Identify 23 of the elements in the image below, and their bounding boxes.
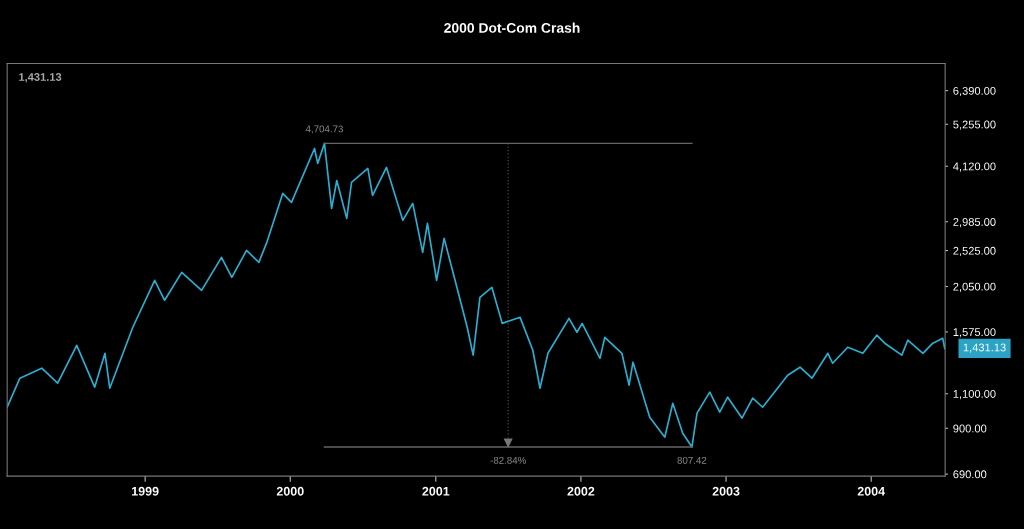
- y-tick-label: 1,100.00: [953, 390, 996, 400]
- y-tick-label: 2,985.00: [953, 218, 996, 228]
- y-tick-label: 6,390.00: [953, 86, 996, 97]
- annotation: 807.42: [677, 456, 707, 464]
- x-tick-label: 2002: [567, 486, 595, 496]
- y-tick-label: 690.00: [953, 470, 987, 479]
- annotation: 4,704.73: [305, 125, 343, 134]
- x-tick-label: 2000: [276, 486, 304, 496]
- x-tick-label: 1999: [132, 486, 159, 496]
- annotation: 1,431.13: [963, 343, 1006, 353]
- x-tick-label: 2004: [857, 486, 886, 496]
- annotation: 1,431.13: [19, 73, 62, 83]
- y-tick-label: 900.00: [953, 424, 987, 433]
- y-tick-label: 5,255.00: [953, 120, 996, 130]
- x-tick-label: 2003: [712, 486, 740, 496]
- y-tick-label: 4,120.00: [953, 162, 996, 172]
- y-tick-label: 1,575.00: [953, 328, 996, 338]
- annotation: -82.84%: [490, 456, 526, 464]
- x-tick-label: 2001: [422, 486, 450, 496]
- line-series: [7, 142, 946, 448]
- y-tick-label: 2,525.00: [953, 246, 996, 257]
- y-tick-label: 2,050.00: [953, 282, 996, 292]
- chart-title: 2000 Dot-Com Crash: [444, 22, 580, 33]
